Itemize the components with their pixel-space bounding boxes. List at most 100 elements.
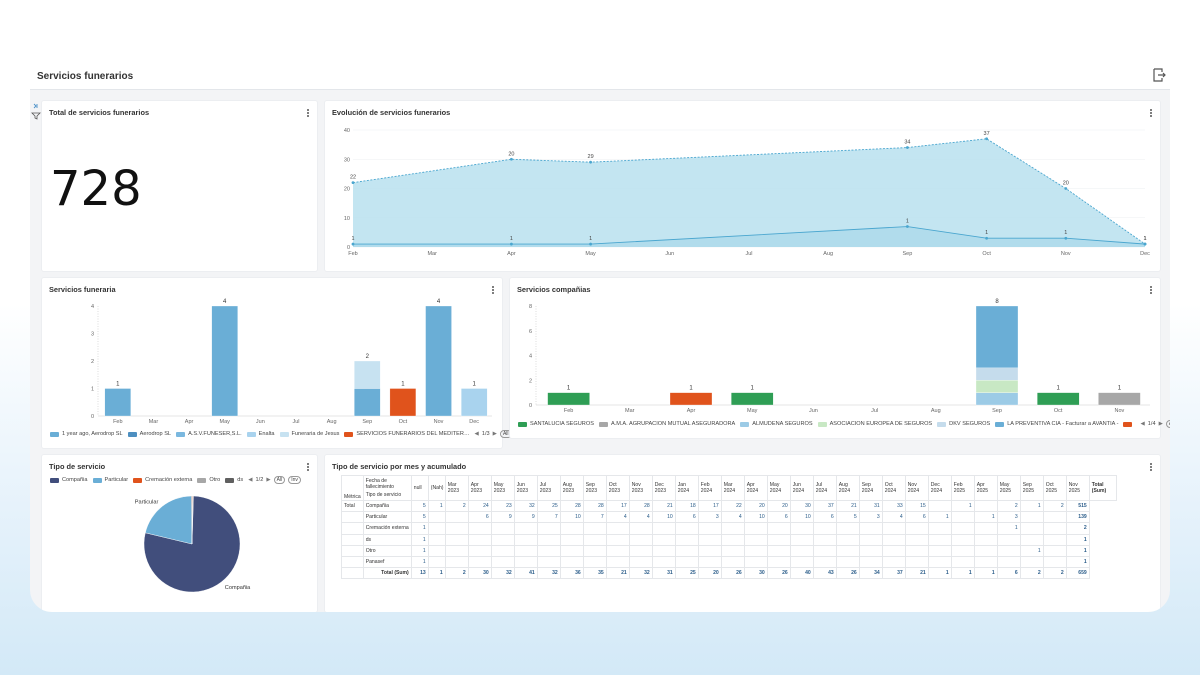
table-cell: [559, 522, 584, 535]
table-cell: 36: [559, 567, 584, 580]
legend-invert-button[interactable]: Inv: [288, 476, 301, 484]
more-options-icon[interactable]: [492, 285, 494, 295]
table-cell: [1019, 511, 1044, 524]
table-cell: 25: [536, 499, 561, 513]
legend-item[interactable]: ALMUDENA SEGUROS: [740, 421, 813, 427]
row-tipo: Particular: [362, 511, 412, 524]
table-cell: [720, 544, 745, 557]
table-cell: 17: [697, 499, 722, 513]
legend-item[interactable]: LA PREVENTIVA CIA - Facturar a AVANTIA -: [995, 421, 1118, 427]
bar-segment: [975, 305, 1019, 369]
x-tick-label: Sep: [903, 251, 913, 257]
data-label: 2: [366, 354, 370, 360]
table-cell: [467, 555, 492, 569]
table-row: Cremación externa 1 1 2: [341, 522, 1117, 535]
table-cell: [881, 555, 906, 569]
x-tick-label: Sep: [362, 419, 372, 425]
legend-item[interactable]: Compañia: [50, 477, 88, 483]
table-cell: 30: [467, 567, 492, 580]
x-tick-label: Apr: [507, 251, 516, 257]
legend-prev-icon[interactable]: ◀: [1140, 421, 1145, 427]
table-cell: [536, 522, 561, 535]
table-cell: [513, 544, 538, 557]
table-cell: [950, 522, 975, 535]
table-cell: [720, 533, 745, 546]
data-point: [906, 146, 909, 149]
column-header: May 2023: [490, 475, 515, 501]
table-cell: 3: [996, 511, 1021, 524]
table-cell: [651, 544, 676, 557]
table-cell: 13: [410, 567, 429, 580]
legend-item[interactable]: [1123, 421, 1135, 427]
table-cell: 1: [410, 533, 429, 546]
legend-next-icon[interactable]: ▶: [1158, 421, 1163, 427]
legend-item[interactable]: ASOCIACION EUROPEA DE SEGUROS: [817, 421, 932, 427]
table-cell: [904, 555, 929, 569]
legend-item[interactable]: ds: [225, 477, 243, 483]
table-cell: [559, 544, 584, 557]
bar-segment: [975, 380, 1019, 393]
more-options-icon[interactable]: [307, 108, 309, 118]
column-header: Nov 2025: [1065, 475, 1090, 501]
legend-item[interactable]: SERVICIOS FUNERARIOS DEL MEDITER…: [344, 431, 470, 437]
row-total-label: Total (Sum): [362, 567, 412, 580]
legend-page-indicator: 1/2: [255, 477, 264, 483]
legend-item[interactable]: A.M.A. AGRUPACION MUTUAL ASEGURADORA: [598, 421, 735, 427]
legend-item[interactable]: Otro: [197, 477, 220, 483]
more-options-icon[interactable]: [1150, 462, 1152, 472]
legend-all-button[interactable]: All: [1165, 420, 1170, 428]
legend-swatch: [92, 477, 102, 483]
table-cell: 32: [628, 567, 653, 580]
legend-prev-icon[interactable]: ◀: [248, 477, 253, 483]
table-cell: [950, 511, 975, 524]
table-cell: [927, 533, 952, 546]
legend-item[interactable]: Particular: [92, 477, 128, 483]
legend-next-icon[interactable]: ▶: [492, 431, 497, 437]
table-cell: [582, 544, 607, 557]
legend-item[interactable]: Funeraria de Jesus: [279, 431, 339, 437]
table-cell: [973, 499, 998, 513]
legend-item[interactable]: Cremación externa: [133, 477, 192, 483]
table-cell: 18: [674, 499, 699, 513]
table-cell: [605, 555, 630, 569]
table-cell: 2: [444, 499, 469, 513]
x-tick-label: Aug: [823, 251, 833, 257]
pie-slice: [145, 495, 193, 545]
legend-item[interactable]: Enalta: [246, 431, 275, 437]
column-header: Dec 2023: [651, 475, 676, 501]
collapse-icon[interactable]: [33, 103, 38, 109]
card-title: Servicios funeraria: [49, 285, 116, 294]
legend-item[interactable]: SANTALUCIA SEGUROS: [518, 421, 594, 427]
data-label: 4: [223, 299, 227, 305]
legend-all-button[interactable]: All: [273, 476, 286, 484]
more-options-icon[interactable]: [1150, 285, 1152, 295]
legend-item[interactable]: 1 year ago, Aerodrop SL: [50, 431, 123, 437]
legend-swatch: [598, 421, 608, 427]
more-options-icon[interactable]: [307, 462, 309, 472]
column-header: Jul 2024: [812, 475, 837, 501]
legend-item[interactable]: A.S.V.FUNESER,S.L.: [176, 431, 242, 437]
exit-fullscreen-icon[interactable]: [1151, 67, 1167, 83]
data-label: 4: [437, 299, 441, 305]
legend-prev-icon[interactable]: ◀: [474, 431, 479, 437]
data-point: [510, 242, 513, 246]
table-row: Particular 5 6 9 9 7 10 7 4 4 10 6 3 4 10 6 10 6 5 3 4 6 1 1 3 13…: [341, 511, 1117, 524]
more-options-icon[interactable]: [1150, 108, 1152, 118]
table-cell: [427, 544, 446, 557]
legend-item[interactable]: DKV SEGUROS: [937, 421, 990, 427]
data-point: [1064, 236, 1068, 240]
card-title: Tipo de servicio por mes y acumulado: [332, 462, 467, 471]
legend-swatch: [246, 431, 256, 437]
table-cell: [1019, 522, 1044, 535]
table-cell: 1: [1065, 544, 1090, 557]
legend-item[interactable]: Aerodrop SL: [127, 431, 171, 437]
x-tick-label: Mar: [625, 408, 635, 414]
table-cell: 1: [1019, 499, 1044, 513]
filter-icon[interactable]: [31, 112, 41, 120]
table-cell: 20: [766, 499, 791, 513]
data-label: 1: [1064, 230, 1067, 236]
legend-next-icon[interactable]: ▶: [266, 477, 271, 483]
table-cell: [513, 522, 538, 535]
filter-rail: [30, 100, 42, 120]
